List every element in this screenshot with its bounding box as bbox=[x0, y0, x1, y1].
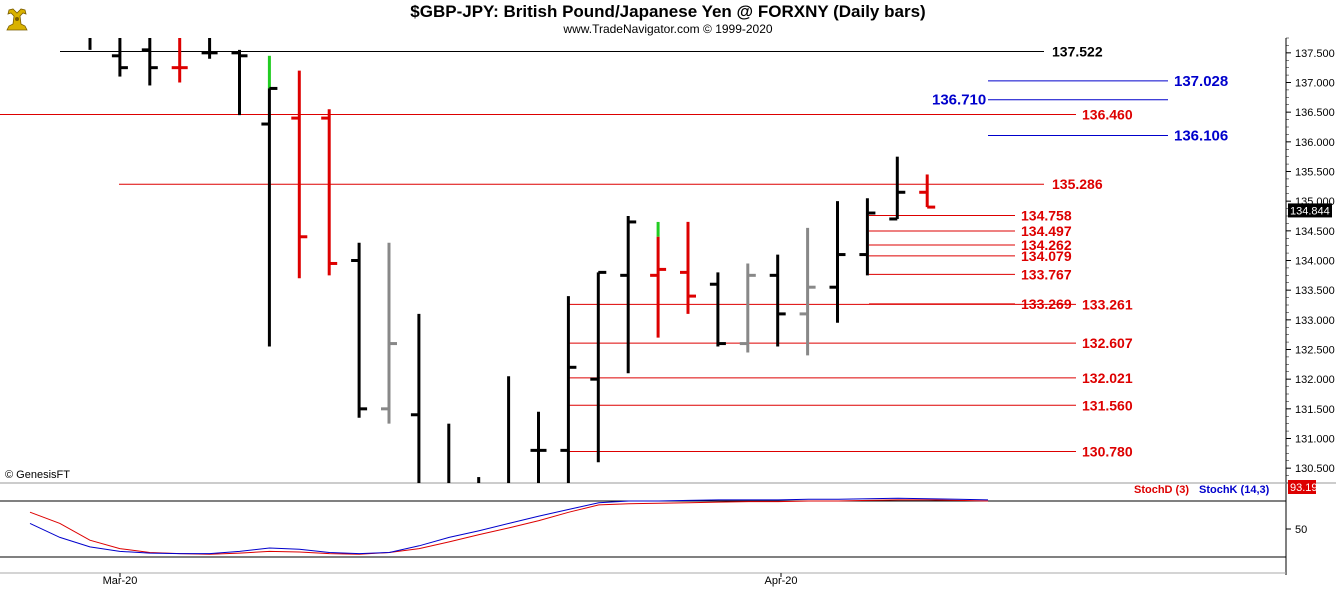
y-tick-label: 134.000 bbox=[1295, 256, 1335, 268]
last-price-box bbox=[1288, 203, 1332, 218]
y-tick-label: 132.000 bbox=[1295, 374, 1335, 386]
stoch-d-legend: StochD (3) bbox=[1134, 484, 1189, 496]
y-tick-label: 133.500 bbox=[1295, 285, 1335, 297]
level-label: 136.106 bbox=[1174, 128, 1228, 145]
last-price-label: 134.844 bbox=[1290, 205, 1330, 217]
level-label: 137.522 bbox=[1052, 44, 1103, 60]
level-lines: 137.522 137.028 136.710 136.460 136.106 135.2… bbox=[0, 44, 1228, 460]
level-label: 133.767 bbox=[1021, 266, 1072, 282]
y-tick-label: 134.500 bbox=[1295, 226, 1335, 238]
y-tick-label: 136.500 bbox=[1295, 107, 1335, 119]
stoch-k-legend: StochK (14,3) bbox=[1199, 484, 1270, 496]
chart-subtitle: www.TradeNavigator.com © 1999-2020 bbox=[563, 22, 773, 36]
price-bars bbox=[88, 38, 936, 483]
y-tick-label: 135.500 bbox=[1295, 167, 1335, 179]
x-tick-label: Apr-20 bbox=[764, 575, 797, 587]
stoch-y-tick-label: 50 bbox=[1295, 524, 1307, 536]
stoch-last-box bbox=[1288, 480, 1316, 494]
chart-title: $GBP-JPY: British Pound/Japanese Yen @ F… bbox=[410, 2, 926, 21]
chart-header: $GBP-JPY: British Pound/Japanese Yen @ F… bbox=[0, 0, 1336, 38]
y-tick-label: 136.000 bbox=[1295, 137, 1335, 149]
chart-frame: Mar-20 Apr-20 bbox=[0, 38, 1336, 591]
level-label: 130.780 bbox=[1082, 444, 1133, 460]
y-tick-label: 137.000 bbox=[1295, 78, 1335, 90]
y-tick-label: 131.000 bbox=[1295, 434, 1335, 446]
level-label: 134.079 bbox=[1021, 248, 1072, 264]
level-label: 133.261 bbox=[1082, 296, 1133, 312]
level-label: 134.758 bbox=[1021, 208, 1072, 224]
level-label: 136.460 bbox=[1082, 107, 1133, 123]
level-label: 137.028 bbox=[1174, 73, 1228, 90]
level-label: 136.710 bbox=[932, 92, 986, 109]
level-label: 135.286 bbox=[1052, 176, 1103, 192]
level-label: 132.607 bbox=[1082, 335, 1133, 351]
copyright-label: © GenesisFT bbox=[5, 469, 70, 481]
bull-logo-icon bbox=[6, 8, 28, 31]
chart-background bbox=[0, 38, 1336, 591]
level-label: 132.021 bbox=[1082, 370, 1133, 386]
stochastic-panel: StochD (3) StochK (14,3) 93.19 50 bbox=[29, 480, 1318, 555]
level-label: 134.262 bbox=[1021, 237, 1072, 253]
level-label: 131.560 bbox=[1082, 397, 1133, 413]
level-label: 134.497 bbox=[1021, 223, 1072, 239]
y-tick-label: 131.500 bbox=[1295, 404, 1335, 416]
price-axis: 137.500137.000136.500136.000135.500135.0… bbox=[1286, 37, 1335, 484]
y-tick-label: 132.500 bbox=[1295, 345, 1335, 357]
stoch-last-label: 93.19 bbox=[1290, 482, 1318, 494]
y-tick-label: 133.000 bbox=[1295, 315, 1335, 327]
y-tick-label: 130.500 bbox=[1295, 463, 1335, 475]
y-tick-label: 137.500 bbox=[1295, 48, 1335, 60]
stoch-series-line bbox=[29, 497, 989, 555]
x-tick-label: Mar-20 bbox=[103, 575, 138, 587]
